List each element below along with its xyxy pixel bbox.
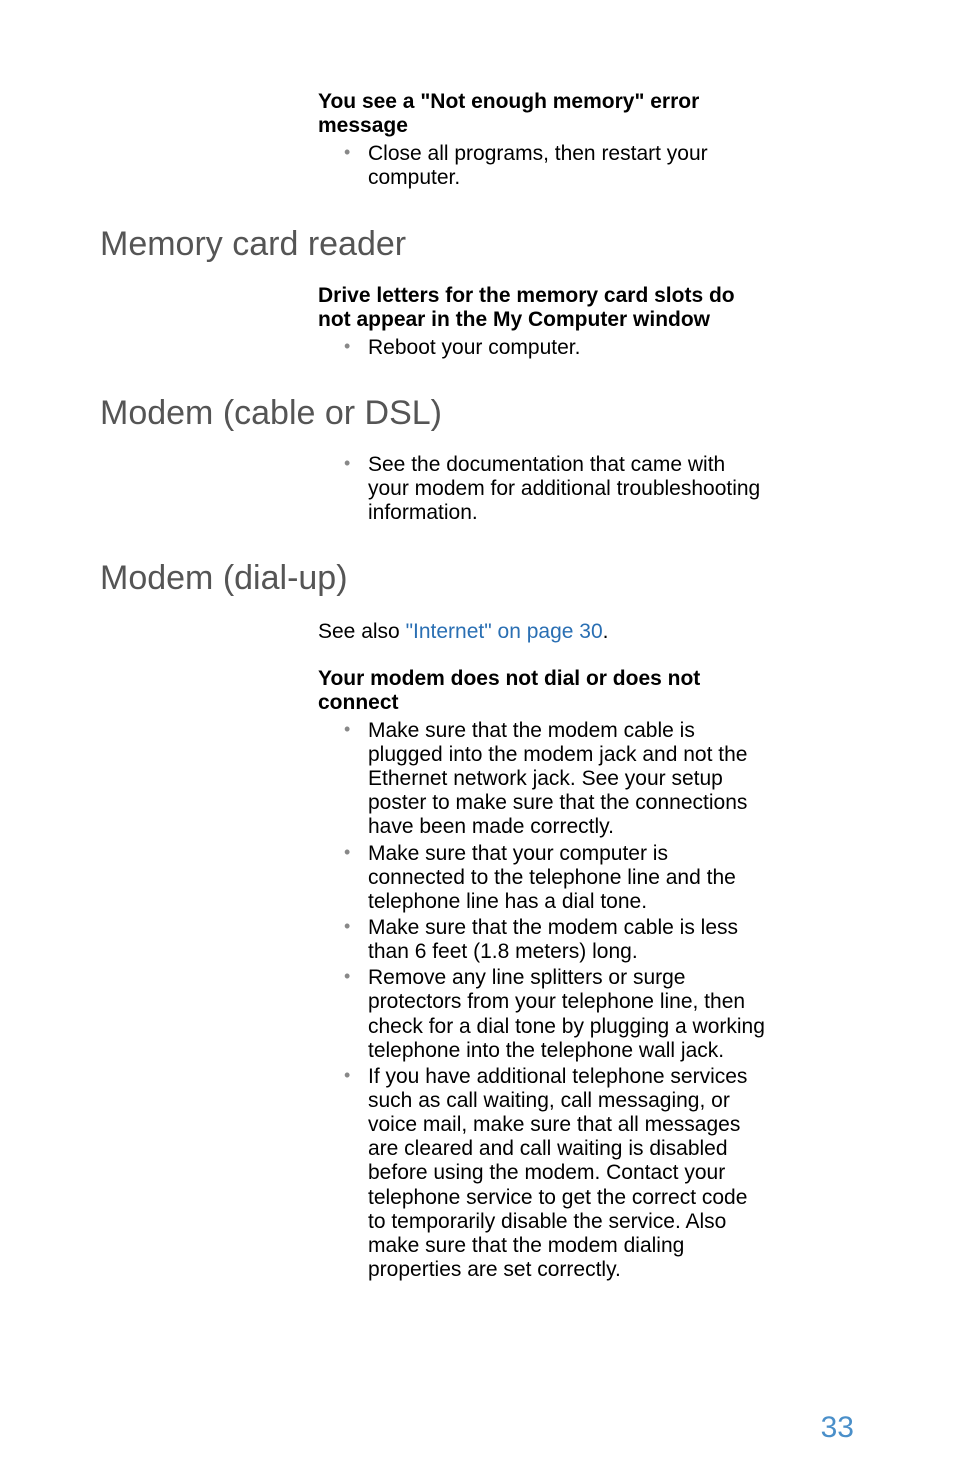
internet-link[interactable]: "Internet" on page 30 — [406, 620, 603, 643]
issue-block-drive-letters: Drive letters for the memory card slots … — [318, 284, 768, 360]
page-number: 33 — [821, 1411, 854, 1445]
see-also-prefix: See also — [318, 620, 406, 643]
section-heading-memory-card-reader: Memory card reader — [100, 225, 854, 264]
list-item: Make sure that the modem cable is plugge… — [344, 719, 768, 840]
issue-block-cable-dsl: See the documentation that came with you… — [318, 453, 768, 525]
list-item: If you have additional telephone service… — [344, 1065, 768, 1282]
section-heading-modem-dialup: Modem (dial-up) — [100, 559, 854, 598]
list-item: Reboot your computer. — [344, 336, 768, 360]
dialup-content: See also "Internet" on page 30. Your mod… — [318, 619, 768, 1282]
bullet-list: Close all programs, then restart your co… — [344, 142, 768, 190]
see-also-line: See also "Internet" on page 30. — [318, 619, 768, 644]
list-item: Make sure that the modem cable is less t… — [344, 916, 768, 964]
list-item: Make sure that your computer is connecte… — [344, 842, 768, 914]
issue-block-memory-error: You see a "Not enough memory" error mess… — [318, 90, 768, 191]
bullet-list: See the documentation that came with you… — [344, 453, 768, 525]
section-heading-modem-cable-dsl: Modem (cable or DSL) — [100, 394, 854, 433]
see-also-suffix: . — [603, 620, 609, 643]
issue-title: Your modem does not dial or does not con… — [318, 667, 768, 715]
issue-title: Drive letters for the memory card slots … — [318, 284, 768, 332]
list-item: See the documentation that came with you… — [344, 453, 768, 525]
bullet-list: Reboot your computer. — [344, 336, 768, 360]
page-container: You see a "Not enough memory" error mess… — [0, 0, 954, 1475]
issue-title: You see a "Not enough memory" error mess… — [318, 90, 768, 138]
list-item: Close all programs, then restart your co… — [344, 142, 768, 190]
list-item: Remove any line splitters or surge prote… — [344, 966, 768, 1063]
bullet-list: Make sure that the modem cable is plugge… — [344, 719, 768, 1282]
